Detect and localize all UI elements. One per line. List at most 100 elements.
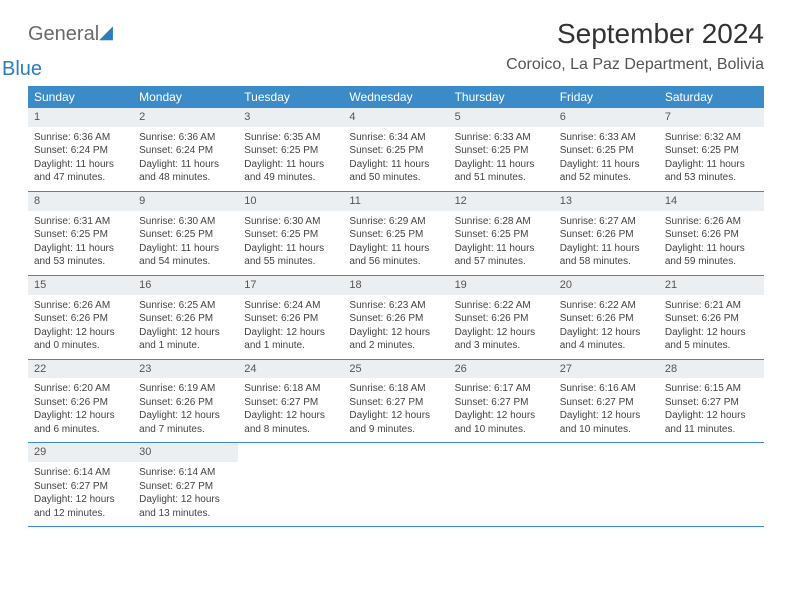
day-body: Sunrise: 6:14 AMSunset: 6:27 PMDaylight:… (28, 464, 133, 526)
day-cell: 4Sunrise: 6:34 AMSunset: 6:25 PMDaylight… (343, 108, 448, 191)
day-number: 8 (28, 192, 133, 211)
sunset-line: Sunset: 6:26 PM (34, 312, 127, 326)
sunset-line: Sunset: 6:27 PM (455, 396, 548, 410)
title-block: September 2024 Coroico, La Paz Departmen… (506, 18, 764, 74)
day-body: Sunrise: 6:16 AMSunset: 6:27 PMDaylight:… (554, 380, 659, 442)
day-body: Sunrise: 6:28 AMSunset: 6:25 PMDaylight:… (449, 213, 554, 275)
sunrise-line: Sunrise: 6:32 AM (665, 131, 758, 145)
daylight-line: Daylight: 12 hours and 5 minutes. (665, 326, 758, 353)
day-cell: 25Sunrise: 6:18 AMSunset: 6:27 PMDayligh… (343, 360, 448, 443)
day-number: 16 (133, 276, 238, 295)
sunrise-line: Sunrise: 6:30 AM (139, 215, 232, 229)
daylight-line: Daylight: 12 hours and 7 minutes. (139, 409, 232, 436)
daylight-line: Daylight: 11 hours and 58 minutes. (560, 242, 653, 269)
sunrise-line: Sunrise: 6:20 AM (34, 382, 127, 396)
day-number: 9 (133, 192, 238, 211)
empty-day-cell (238, 443, 343, 526)
day-body: Sunrise: 6:33 AMSunset: 6:25 PMDaylight:… (449, 129, 554, 191)
empty-day-cell (659, 443, 764, 526)
day-number: 18 (343, 276, 448, 295)
empty-day-cell (449, 443, 554, 526)
day-number: 26 (449, 360, 554, 379)
day-body: Sunrise: 6:35 AMSunset: 6:25 PMDaylight:… (238, 129, 343, 191)
day-body: Sunrise: 6:26 AMSunset: 6:26 PMDaylight:… (28, 297, 133, 359)
logo-word1: General (28, 23, 99, 45)
sunrise-line: Sunrise: 6:35 AM (244, 131, 337, 145)
sunset-line: Sunset: 6:26 PM (455, 312, 548, 326)
sunrise-line: Sunrise: 6:18 AM (244, 382, 337, 396)
day-number: 3 (238, 108, 343, 127)
day-body: Sunrise: 6:29 AMSunset: 6:25 PMDaylight:… (343, 213, 448, 275)
logo-sail-icon: ◢ (99, 22, 113, 42)
sunset-line: Sunset: 6:25 PM (139, 228, 232, 242)
daylight-line: Daylight: 12 hours and 10 minutes. (455, 409, 548, 436)
day-number: 25 (343, 360, 448, 379)
dow-saturday: Saturday (659, 86, 764, 108)
day-number: 21 (659, 276, 764, 295)
header: General◢ Blue September 2024 Coroico, La… (28, 18, 764, 74)
sunset-line: Sunset: 6:25 PM (349, 228, 442, 242)
day-cell: 5Sunrise: 6:33 AMSunset: 6:25 PMDaylight… (449, 108, 554, 191)
sunset-line: Sunset: 6:27 PM (349, 396, 442, 410)
daylight-line: Daylight: 12 hours and 12 minutes. (34, 493, 127, 520)
day-number: 6 (554, 108, 659, 127)
sunset-line: Sunset: 6:27 PM (665, 396, 758, 410)
sunset-line: Sunset: 6:27 PM (34, 480, 127, 494)
day-cell: 21Sunrise: 6:21 AMSunset: 6:26 PMDayligh… (659, 276, 764, 359)
sunset-line: Sunset: 6:26 PM (139, 396, 232, 410)
day-cell: 7Sunrise: 6:32 AMSunset: 6:25 PMDaylight… (659, 108, 764, 191)
day-body: Sunrise: 6:20 AMSunset: 6:26 PMDaylight:… (28, 380, 133, 442)
day-number: 14 (659, 192, 764, 211)
dow-sunday: Sunday (28, 86, 133, 108)
day-number: 15 (28, 276, 133, 295)
day-cell: 29Sunrise: 6:14 AMSunset: 6:27 PMDayligh… (28, 443, 133, 526)
day-number: 19 (449, 276, 554, 295)
daylight-line: Daylight: 11 hours and 55 minutes. (244, 242, 337, 269)
sunset-line: Sunset: 6:26 PM (349, 312, 442, 326)
day-cell: 14Sunrise: 6:26 AMSunset: 6:26 PMDayligh… (659, 192, 764, 275)
day-body: Sunrise: 6:19 AMSunset: 6:26 PMDaylight:… (133, 380, 238, 442)
day-body: Sunrise: 6:22 AMSunset: 6:26 PMDaylight:… (449, 297, 554, 359)
sunset-line: Sunset: 6:25 PM (665, 144, 758, 158)
day-cell: 3 Sunrise: 6:35 AMSunset: 6:25 PMDaylight… (238, 108, 343, 191)
sunset-line: Sunset: 6:25 PM (349, 144, 442, 158)
day-number: 11 (343, 192, 448, 211)
daylight-line: Daylight: 12 hours and 1 minute. (244, 326, 337, 353)
sunrise-line: Sunrise: 6:16 AM (560, 382, 653, 396)
day-number: 27 (554, 360, 659, 379)
day-body: Sunrise: 6:18 AMSunset: 6:27 PMDaylight:… (238, 380, 343, 442)
day-body: Sunrise: 6:14 AMSunset: 6:27 PMDaylight:… (133, 464, 238, 526)
daylight-line: Daylight: 11 hours and 54 minutes. (139, 242, 232, 269)
day-number: 13 (554, 192, 659, 211)
sunrise-line: Sunrise: 6:34 AM (349, 131, 442, 145)
day-number: 12 (449, 192, 554, 211)
day-body: Sunrise: 6:25 AMSunset: 6:26 PMDaylight:… (133, 297, 238, 359)
daylight-line: Daylight: 11 hours and 53 minutes. (665, 158, 758, 185)
day-number: 17 (238, 276, 343, 295)
day-cell: 17Sunrise: 6:24 AMSunset: 6:26 PMDayligh… (238, 276, 343, 359)
day-cell: 2Sunrise: 6:36 AMSunset: 6:24 PMDaylight… (133, 108, 238, 191)
week-row: 8Sunrise: 6:31 AMSunset: 6:25 PMDaylight… (28, 192, 764, 276)
sunset-line: Sunset: 6:25 PM (455, 228, 548, 242)
sunrise-line: Sunrise: 6:29 AM (349, 215, 442, 229)
sunrise-line: Sunrise: 6:23 AM (349, 299, 442, 313)
day-body: Sunrise: 6:30 AMSunset: 6:25 PMDaylight:… (133, 213, 238, 275)
day-cell: 28Sunrise: 6:15 AMSunset: 6:27 PMDayligh… (659, 360, 764, 443)
daylight-line: Daylight: 12 hours and 4 minutes. (560, 326, 653, 353)
daylight-line: Daylight: 11 hours and 51 minutes. (455, 158, 548, 185)
month-title: September 2024 (506, 18, 764, 50)
week-row: 29Sunrise: 6:14 AMSunset: 6:27 PMDayligh… (28, 443, 764, 527)
day-body: Sunrise: 6:22 AMSunset: 6:26 PMDaylight:… (554, 297, 659, 359)
logo-text-block: General◢ Blue (28, 24, 113, 66)
day-cell: 20Sunrise: 6:22 AMSunset: 6:26 PMDayligh… (554, 276, 659, 359)
day-number: 1 (28, 108, 133, 127)
day-cell: 13Sunrise: 6:27 AMSunset: 6:26 PMDayligh… (554, 192, 659, 275)
dow-tuesday: Tuesday (238, 86, 343, 108)
daylight-line: Daylight: 12 hours and 10 minutes. (560, 409, 653, 436)
sunset-line: Sunset: 6:27 PM (560, 396, 653, 410)
day-body: Sunrise: 6:15 AMSunset: 6:27 PMDaylight:… (659, 380, 764, 442)
weeks-container: 1Sunrise: 6:36 AMSunset: 6:24 PMDaylight… (28, 108, 764, 527)
sunset-line: Sunset: 6:26 PM (560, 312, 653, 326)
sunrise-line: Sunrise: 6:36 AM (139, 131, 232, 145)
day-number: 28 (659, 360, 764, 379)
